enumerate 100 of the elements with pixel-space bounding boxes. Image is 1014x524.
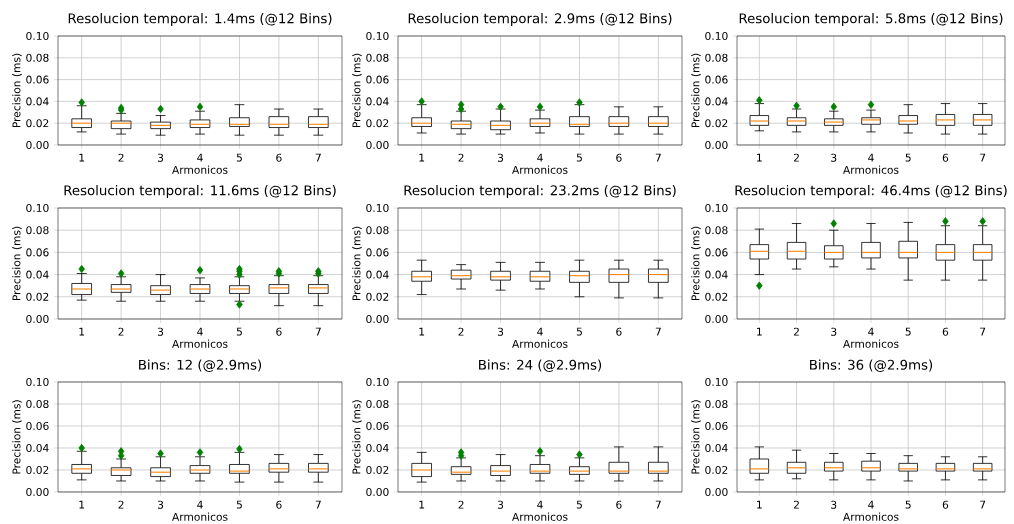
x-tick-label: 2 xyxy=(793,500,799,509)
x-tick-label: 6 xyxy=(942,500,949,509)
chart-title: Resolucion temporal: 46.4ms (@12 Bins) xyxy=(735,185,1007,198)
chart-title: Bins: 36 (@2.9ms) xyxy=(810,359,933,372)
y-tick-label: 0.10 xyxy=(366,203,389,213)
x-axis-title: Armonicos xyxy=(512,339,568,348)
y-axis-title: Precision (ms) xyxy=(691,400,701,474)
x-tick-label: 3 xyxy=(831,500,837,509)
y-tick-label: 0.06 xyxy=(26,421,49,431)
x-tick-label: 5 xyxy=(236,500,242,509)
y-tick-label: 0.02 xyxy=(366,119,389,128)
x-tick-label: 3 xyxy=(157,500,164,509)
x-tick-label: 7 xyxy=(315,500,321,509)
y-tick-label: 0.04 xyxy=(26,97,49,106)
x-tick-label: 7 xyxy=(655,153,661,162)
x-tick-label: 5 xyxy=(576,153,582,162)
x-axis-title: Armonicos xyxy=(512,512,568,521)
x-tick-label: 6 xyxy=(276,327,282,336)
y-tick-label: 0.08 xyxy=(705,399,728,409)
x-tick-label: 7 xyxy=(315,153,321,162)
chart-title: Resolucion temporal: 5.8ms (@12 Bins) xyxy=(739,13,1003,26)
chart-title: Resolucion temporal: 11.6ms (@12 Bins) xyxy=(64,185,336,198)
y-tick-label: 0.10 xyxy=(705,203,728,213)
x-tick-label: 1 xyxy=(419,153,425,162)
x-tick-label: 5 xyxy=(236,327,242,336)
chart-title: Bins: 12 (@2.9ms) xyxy=(139,359,262,372)
y-tick-label: 0.10 xyxy=(26,377,49,387)
y-tick-label: 0.04 xyxy=(26,443,49,453)
x-tick-label: 4 xyxy=(868,153,874,162)
x-tick-label: 3 xyxy=(831,153,837,162)
chart-title: Bins: 24 (@2.9ms) xyxy=(479,359,602,372)
x-tick-label: 6 xyxy=(276,153,282,162)
x-tick-label: 6 xyxy=(276,500,282,509)
x-axis-title: Armonicos xyxy=(843,165,899,174)
y-tick-label: 0.02 xyxy=(366,292,389,301)
x-tick-label: 5 xyxy=(236,153,242,162)
y-tick-label: 0.02 xyxy=(26,465,49,475)
y-tick-label: 0.10 xyxy=(705,31,728,41)
x-tick-label: 1 xyxy=(419,500,425,509)
x-tick-label: 1 xyxy=(419,327,425,336)
x-tick-label: 6 xyxy=(942,153,949,162)
x-tick-label: 1 xyxy=(79,153,85,162)
x-tick-label: 7 xyxy=(980,153,986,162)
y-tick-label: 0.00 xyxy=(705,140,728,150)
x-tick-label: 4 xyxy=(537,327,543,336)
x-tick-label: 7 xyxy=(655,500,661,509)
y-tick-label: 0.04 xyxy=(26,270,49,279)
y-tick-label: 0.06 xyxy=(26,248,49,257)
y-tick-label: 0.04 xyxy=(366,97,389,106)
x-tick-label: 5 xyxy=(905,327,911,336)
x-axis-title: Armonicos xyxy=(843,339,899,348)
y-tick-label: 0.04 xyxy=(705,97,728,106)
y-tick-label: 0.06 xyxy=(366,75,389,84)
y-tick-label: 0.10 xyxy=(705,377,728,387)
x-tick-label: 1 xyxy=(757,153,762,162)
y-tick-label: 0.08 xyxy=(705,53,728,62)
x-tick-label: 3 xyxy=(497,500,504,509)
y-axis-title: Precision (ms) xyxy=(12,53,22,128)
y-tick-label: 0.04 xyxy=(705,270,728,279)
x-tick-label: 6 xyxy=(942,327,949,336)
x-tick-label: 6 xyxy=(616,327,622,336)
x-tick-label: 4 xyxy=(197,500,203,509)
y-tick-label: 0.02 xyxy=(705,119,728,128)
x-tick-label: 5 xyxy=(905,153,911,162)
x-tick-label: 3 xyxy=(831,327,837,336)
x-tick-label: 2 xyxy=(458,153,464,162)
y-tick-label: 0.00 xyxy=(366,487,389,497)
y-axis-title: Precision (ms) xyxy=(691,226,701,301)
x-tick-label: 1 xyxy=(79,327,85,336)
y-tick-label: 0.06 xyxy=(26,75,49,84)
x-tick-label: 2 xyxy=(793,327,799,336)
chart-title: Resolucion temporal: 23.2ms (@12 Bins) xyxy=(404,185,676,198)
x-tick-label: 7 xyxy=(655,327,661,336)
x-tick-label: 5 xyxy=(905,500,911,509)
y-tick-label: 0.06 xyxy=(705,421,728,431)
y-tick-label: 0.00 xyxy=(26,140,49,150)
y-tick-label: 0.08 xyxy=(366,399,389,409)
x-tick-label: 2 xyxy=(118,327,124,336)
y-tick-label: 0.00 xyxy=(26,314,49,324)
y-tick-label: 0.04 xyxy=(366,270,389,279)
y-axis-title: Precision (ms) xyxy=(352,53,362,128)
y-tick-label: 0.04 xyxy=(705,443,728,453)
x-tick-label: 7 xyxy=(980,327,986,336)
y-tick-label: 0.08 xyxy=(26,53,49,62)
x-tick-label: 6 xyxy=(616,153,622,162)
x-tick-label: 4 xyxy=(537,500,543,509)
y-tick-label: 0.00 xyxy=(366,314,389,324)
x-tick-label: 2 xyxy=(793,153,799,162)
y-tick-label: 0.10 xyxy=(26,203,49,213)
x-axis-title: Armonicos xyxy=(172,512,228,521)
x-axis-title: Armonicos xyxy=(172,339,228,348)
x-tick-label: 4 xyxy=(868,327,874,336)
y-tick-label: 0.00 xyxy=(366,140,389,150)
y-tick-label: 0.06 xyxy=(366,421,389,431)
y-tick-label: 0.10 xyxy=(366,31,389,41)
x-tick-label: 4 xyxy=(537,153,543,162)
x-tick-label: 4 xyxy=(197,153,203,162)
x-tick-label: 2 xyxy=(118,500,124,509)
x-tick-label: 5 xyxy=(576,500,582,509)
x-tick-label: 4 xyxy=(197,327,203,336)
